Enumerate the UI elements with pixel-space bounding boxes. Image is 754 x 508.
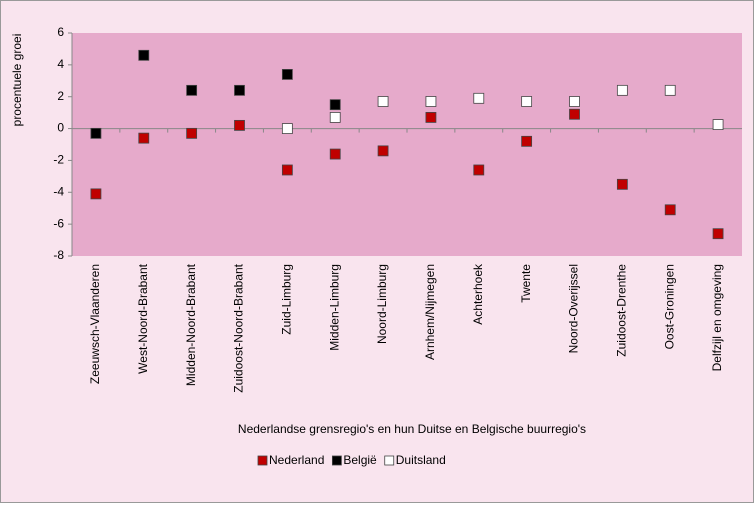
x-tick-label: Delfzijl en omgeving [710,264,724,371]
marker [425,96,437,107]
y-tick-label: 4 [57,57,64,71]
y-tick-label: -4 [53,184,64,198]
x-tick-label: Oost-Groningen [662,264,676,349]
marker [664,84,676,96]
legend-label: België [343,453,377,467]
marker [234,84,245,96]
marker [377,96,389,107]
marker [616,84,628,96]
x-tick-label: Zeeuwsch-Vlaanderen [88,264,102,384]
legend-swatch [384,455,395,466]
x-tick-label: Twente [519,264,533,303]
marker [329,99,341,111]
marker [664,204,676,216]
x-tick-label: Noord-Overijssel [567,264,581,353]
x-tick-label: Achterhoek [471,263,485,325]
marker [473,164,485,176]
marker [569,108,580,120]
marker [138,132,150,144]
y-tick-label: -6 [53,216,64,230]
x-tick-label: Arnhem/Nijmegen [423,264,437,360]
marker [234,119,245,131]
marker [521,96,533,107]
marker [425,112,437,123]
marker [186,84,198,96]
x-tick-label: Noord-Limburg [375,264,389,344]
y-tick-label: -8 [53,248,64,262]
marker [712,119,724,130]
marker [281,164,293,176]
y-tick-label: -2 [53,153,64,167]
marker [377,145,389,157]
x-axis-label: Nederlandse grensregio's en hun Duitse e… [238,422,586,436]
marker [521,135,533,147]
marker [473,92,485,104]
y-axis-label: procentuele groei [10,34,24,127]
marker [281,123,293,134]
marker [712,228,724,240]
legend-swatch [331,455,342,466]
x-tick-label: West-Noord-Brabant [136,263,150,373]
y-tick-label: 2 [57,89,64,103]
x-tick-label: Midden-Noord-Brabant [184,263,198,386]
legend-swatch [257,455,268,466]
legend-label: Duitsland [396,453,446,467]
marker [329,112,341,123]
legend-label: Nederland [269,453,324,467]
marker [90,127,102,139]
y-tick-label: 6 [57,25,64,39]
marker [281,69,293,80]
marker [569,96,580,107]
marker [138,49,150,61]
plot-area [72,33,742,256]
marker [90,188,102,200]
x-tick-label: Zuidoost-Drenthe [615,264,629,357]
y-tick-label: 0 [57,121,64,135]
marker [616,178,628,190]
x-tick-label: Zuid-Limburg [280,264,294,335]
marker [186,127,198,139]
x-tick-label: Zuidoost-Noord-Brabant [232,263,246,392]
x-tick-label: Midden-Limburg [327,264,341,351]
marker [329,148,341,160]
